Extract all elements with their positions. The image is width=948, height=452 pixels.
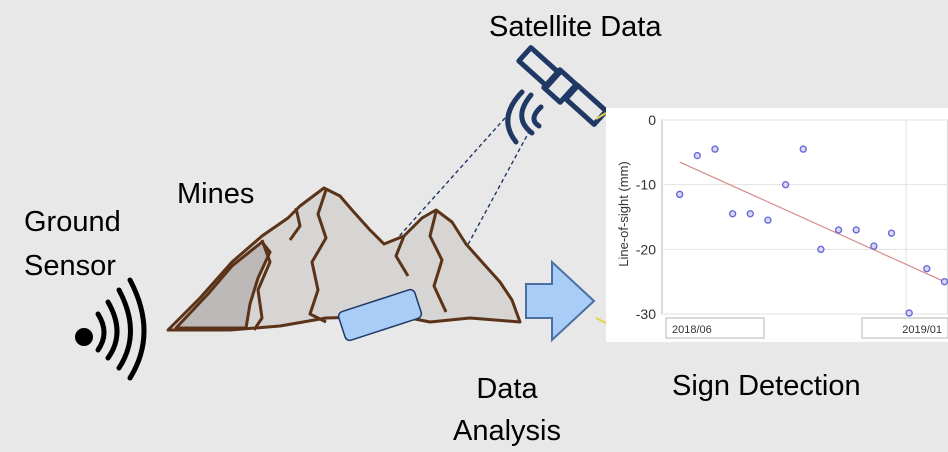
- chart-point: [728, 210, 737, 218]
- chart-corner-mark: [595, 112, 607, 120]
- chart-corner-mark: [595, 317, 607, 324]
- chart-x-tick-label: 2019/01: [902, 324, 942, 336]
- chart-point: [711, 145, 719, 153]
- sign-detection-label: Sign Detection: [672, 370, 861, 402]
- satellite-data-label: Satellite Data: [489, 11, 662, 43]
- chart-y-axis-label: Line-of-sight (mm): [616, 161, 631, 266]
- chart-trend-line: [679, 161, 945, 283]
- chart-point: [746, 210, 754, 218]
- chart-x-tick-box-right: [861, 317, 948, 339]
- chart-point: [905, 309, 913, 317]
- chart-point: [834, 226, 843, 234]
- chart-point: [693, 151, 702, 160]
- chart-y-tick-label: 0: [648, 112, 656, 128]
- mines-label: Mines: [177, 178, 255, 210]
- data-analysis-label-line1: Data: [476, 373, 538, 405]
- chart-point: [940, 277, 948, 286]
- chart-point: [781, 180, 790, 189]
- chart-point: [764, 216, 772, 224]
- chart-y-tick-label: -20: [636, 241, 656, 257]
- ground-sensor-label-line1: Ground: [24, 206, 121, 238]
- chart: 0 -10 -20 -30 Line-of-sight (mm) 2018/06 20…: [595, 108, 948, 342]
- chart-y-tick-label: -10: [636, 177, 656, 193]
- ground-sensor-label-line2: Sensor: [24, 250, 116, 282]
- satellite-icon: [505, 45, 609, 145]
- chart-y-tick-label: -30: [636, 306, 656, 322]
- chart-point: [817, 245, 825, 254]
- chart-point: [887, 229, 896, 237]
- data-analysis-label: Data Analysis: [432, 368, 582, 452]
- chart-point: [799, 145, 807, 153]
- satellite-beam: [325, 117, 531, 323]
- data-analysis-label-line2: Analysis: [453, 415, 561, 447]
- chart-point: [923, 265, 931, 273]
- chart-x-tick-box-left: [665, 317, 765, 339]
- data-tile: [337, 288, 423, 342]
- chart-point: [852, 226, 860, 234]
- signal-waves-icon: [75, 277, 147, 381]
- ground-sensor-label: Ground Sensor: [24, 200, 121, 288]
- chart-point: [675, 190, 684, 199]
- arrow-right-icon: [525, 259, 596, 343]
- chart-x-tick-label: 2018/06: [672, 324, 712, 336]
- chart-point: [870, 242, 878, 250]
